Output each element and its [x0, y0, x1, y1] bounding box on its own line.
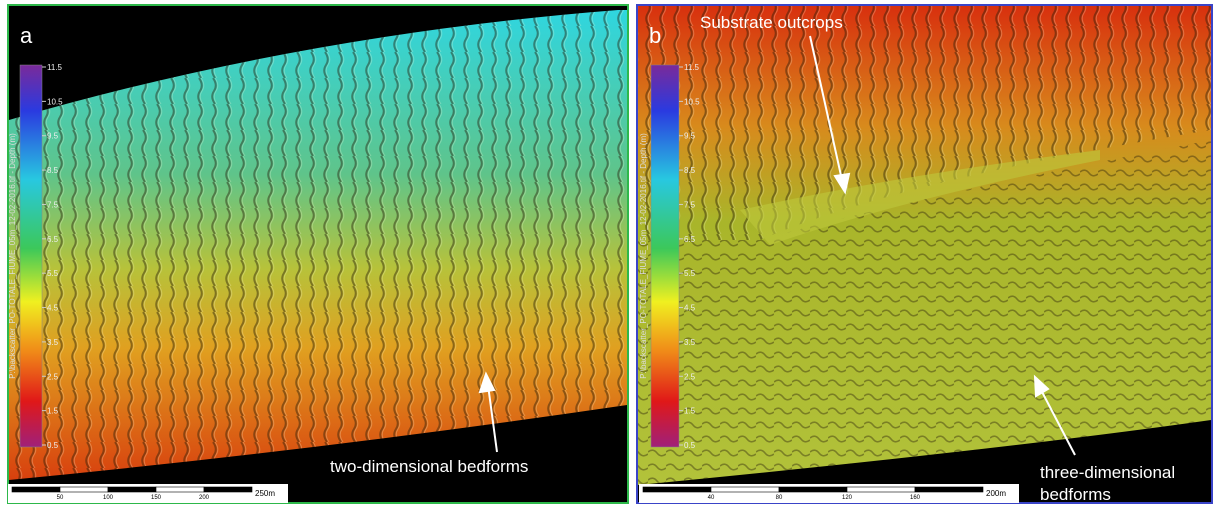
colorbar-tick-label: 4.5 — [47, 304, 59, 313]
colorbar-tick-label: 10.5 — [47, 97, 63, 106]
scale-bar-label: 200 — [199, 495, 210, 501]
scale-bar-end-label: 200m — [986, 489, 1006, 498]
annotation: bedforms — [1040, 485, 1111, 504]
colorbar-tick-label: 11.5 — [47, 63, 63, 72]
colorbar-tick-label: 9.5 — [684, 132, 696, 141]
scale-bar-label: 80 — [776, 495, 783, 501]
colorbar-tick-label: 10.5 — [684, 97, 700, 106]
scale-bar-label: 40 — [708, 495, 715, 501]
scale-bar-segment — [779, 487, 847, 492]
scale-bar-segment — [204, 487, 252, 492]
colorbar-title: P:\backscatter_PO-TOTALE_FIUME_05m_12-02… — [8, 133, 17, 379]
scale-bar-label: 120 — [842, 495, 853, 501]
annotation: two-dimensional bedforms — [330, 457, 528, 476]
colorbar-tick-label: 5.5 — [47, 269, 59, 278]
colorbar-tick-label: 7.5 — [684, 200, 696, 209]
scale-bar-segment — [12, 487, 60, 492]
colorbar-tick-label: 5.5 — [684, 269, 696, 278]
scale-bar-label: 150 — [151, 495, 162, 501]
colorbar-tick-label: 8.5 — [47, 166, 59, 175]
scale-bar-segment — [108, 487, 156, 492]
colorbar-tick-label: 7.5 — [47, 200, 59, 209]
scale-bar-segment — [711, 487, 779, 492]
scale-bar-label: 50 — [57, 495, 64, 501]
annotation: Substrate outcrops — [700, 13, 843, 32]
colorbar — [20, 65, 42, 447]
colorbar-tick-label: 9.5 — [47, 132, 59, 141]
colorbar-tick-label: 2.5 — [684, 372, 696, 381]
annotation: three-dimensional — [1040, 463, 1175, 482]
panel-b — [637, 5, 1212, 503]
scale-bar-end-label: 250m — [255, 489, 275, 498]
colorbar-title: P:\backscatter_PO-TOTALE_FIUME_05m_12-02… — [639, 133, 648, 379]
colorbar-tick-label: 0.5 — [684, 441, 696, 450]
scale-bar-label: 160 — [910, 495, 921, 501]
colorbar-tick-label: 11.5 — [684, 63, 700, 72]
colorbar-tick-label: 3.5 — [684, 338, 696, 347]
scale-bar-segment — [847, 487, 915, 492]
colorbar-tick-label: 0.5 — [47, 441, 59, 450]
colorbar-tick-label: 1.5 — [684, 407, 696, 416]
colorbar-tick-label: 4.5 — [684, 304, 696, 313]
colorbar-tick-label: 6.5 — [47, 235, 59, 244]
figure: a 11.5 10.5 9.5 8.5 7.5 6.5 5.5 4.5 3.5 2.5 1.5 0.5 P… — [0, 0, 1214, 506]
colorbar-tick-label: 6.5 — [684, 235, 696, 244]
scale-bar-label: 100 — [103, 495, 114, 501]
colorbar-tick-label: 1.5 — [47, 407, 59, 416]
scale-bar-segment — [915, 487, 983, 492]
colorbar-tick-label: 2.5 — [47, 372, 59, 381]
colorbar-tick-label: 3.5 — [47, 338, 59, 347]
scale-bar-segment — [156, 487, 204, 492]
colorbar-tick-label: 8.5 — [684, 166, 696, 175]
panel-a — [8, 5, 628, 503]
scale-bar-segment — [60, 487, 108, 492]
panel-label: a — [20, 23, 33, 48]
colorbar — [651, 65, 679, 447]
scale-bar-segment — [643, 487, 711, 492]
panel-label: b — [649, 23, 661, 48]
